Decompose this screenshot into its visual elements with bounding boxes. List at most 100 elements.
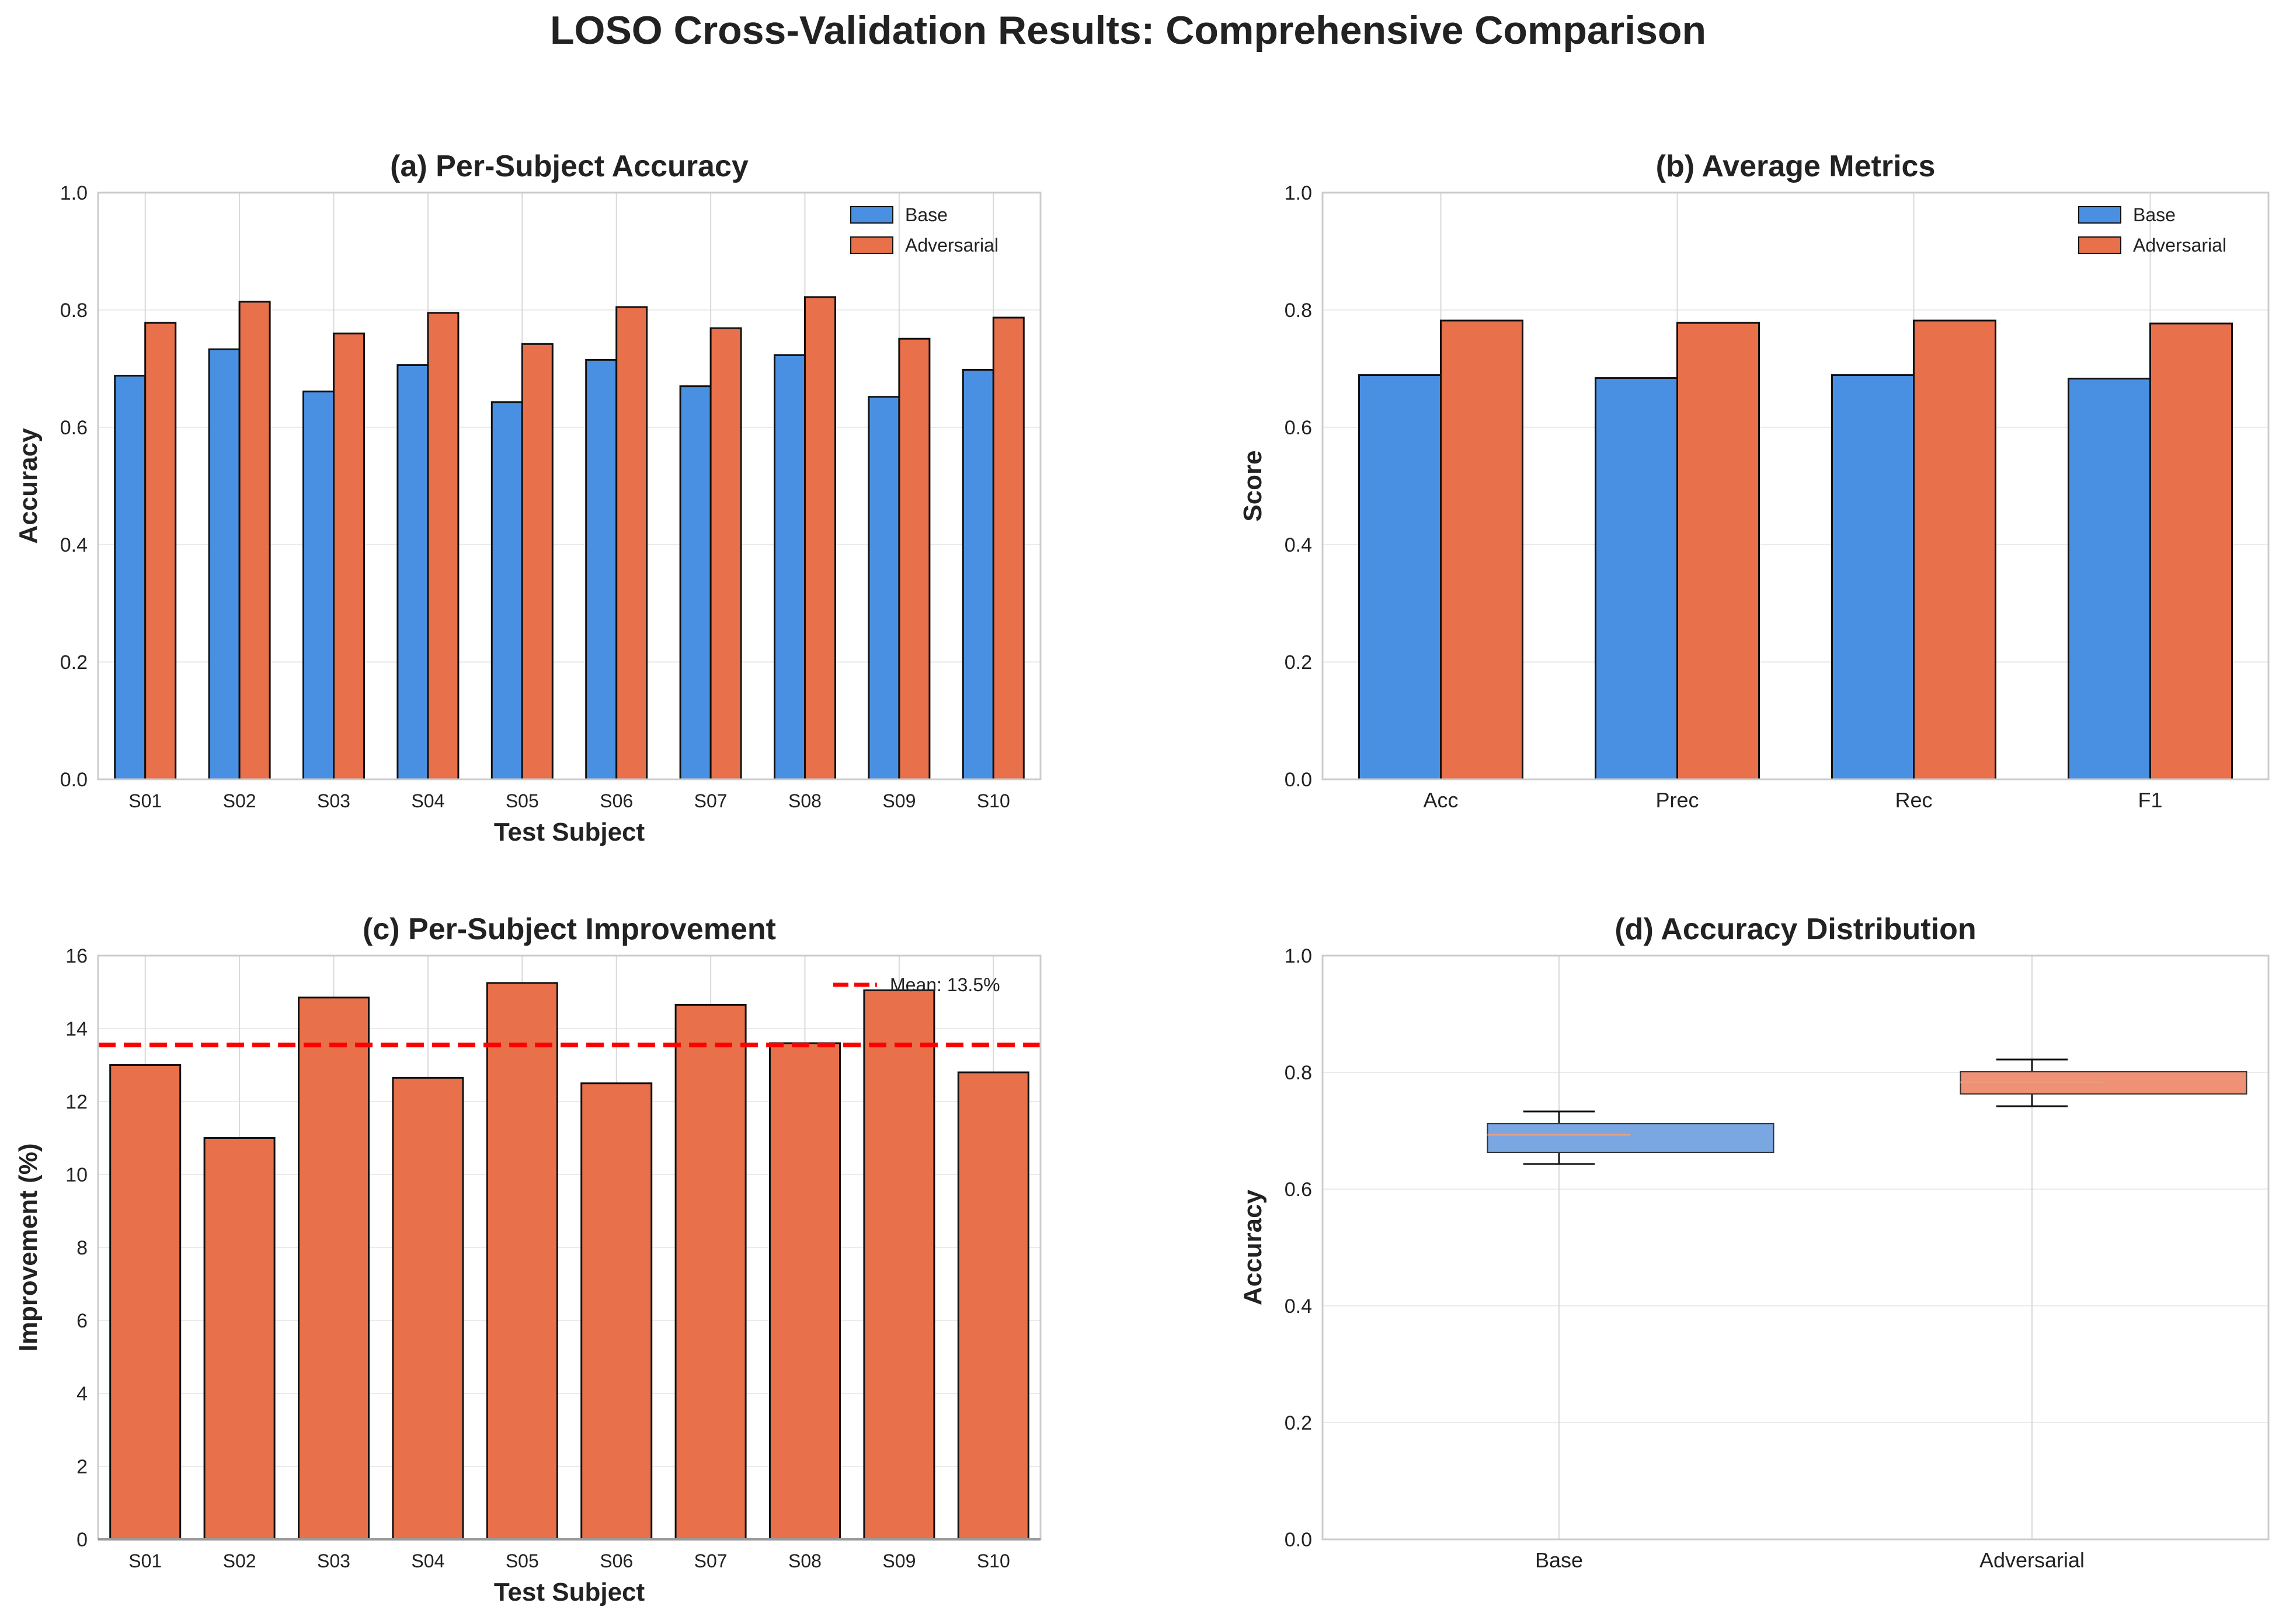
x-tick-label-base: Base — [1535, 1548, 1583, 1572]
bar-adversarial-s09 — [898, 337, 931, 780]
bar-base-s01 — [114, 375, 147, 780]
box-base — [1487, 1123, 1774, 1153]
legend: Mean: 13.5% — [833, 974, 1000, 995]
y-tick-label: 0.8 — [1285, 299, 1312, 322]
bar-adversarial-f1 — [2149, 322, 2233, 780]
chart-panel-a: 0.0 0.2 0.4 0.6 0.8 1.0 S01 S02 S03 S04 S05 S06 S07 S… — [14, 149, 1042, 846]
y-tick-label: 0.2 — [1285, 1412, 1312, 1434]
x-tick-label-s04: S04 — [411, 790, 444, 811]
x-axis-label: Test Subject — [494, 818, 645, 846]
legend-label-base: Base — [905, 204, 948, 225]
bar-base-s07 — [679, 385, 712, 780]
legend: Base Adversarial — [850, 204, 998, 256]
y-tick-label: 0.8 — [1285, 1062, 1312, 1084]
bar-base-rec — [1831, 374, 1915, 780]
x-tick-label-prec: Prec — [1655, 788, 1699, 812]
x-tick-label-s07: S07 — [694, 1550, 728, 1571]
y-tick-label: 0.6 — [60, 417, 88, 439]
bar-improvement-s06 — [580, 1082, 653, 1541]
x-tick-label-s07: S07 — [694, 790, 728, 811]
x-tick-label-s08: S08 — [788, 790, 822, 811]
chart-panel-b: 0.0 0.2 0.4 0.6 0.8 1.0 Acc Prec Rec F1 (b) Averag… — [1238, 149, 2270, 812]
x-tick-label-s06: S06 — [600, 790, 633, 811]
legend-swatch-base — [2078, 206, 2121, 224]
x-tick-label-s03: S03 — [317, 790, 350, 811]
y-tick-label: 12 — [65, 1091, 88, 1113]
y-tick-label: 0.0 — [60, 769, 88, 791]
bar-adversarial-rec — [1913, 319, 1996, 780]
x-tick-label-f1: F1 — [2138, 788, 2162, 812]
x-tick-label-s01: S01 — [128, 1550, 162, 1571]
legend-swatch-adversarial — [2078, 236, 2121, 254]
x-tick-label-s09: S09 — [882, 790, 916, 811]
bar-improvement-s04 — [392, 1076, 464, 1541]
x-tick-label-s10: S10 — [977, 1550, 1010, 1571]
x-tick-label-s05: S05 — [506, 790, 539, 811]
y-tick-label: 1.0 — [1285, 182, 1312, 204]
x-tick-label-s10: S10 — [977, 790, 1010, 811]
bar-improvement-s09 — [863, 989, 935, 1541]
x-tick-label-s09: S09 — [882, 1550, 916, 1571]
bar-base-acc — [1358, 374, 1442, 780]
legend-label-adversarial: Adversarial — [2133, 235, 2226, 256]
y-tick-label: 6 — [76, 1310, 88, 1332]
bar-base-s09 — [868, 396, 900, 780]
x-tick-label-s03: S03 — [317, 1550, 350, 1571]
y-tick-label: 14 — [65, 1018, 88, 1040]
bar-adversarial-s02 — [238, 301, 271, 780]
bar-base-s06 — [585, 358, 618, 780]
chart-panel-d: 0.0 0.2 0.4 0.6 0.8 1.0 Base Adversarial (d) Acc… — [1238, 912, 2270, 1572]
y-tick-label: 1.0 — [1285, 945, 1312, 967]
bar-base-f1 — [2068, 378, 2151, 780]
bar-base-s05 — [490, 401, 523, 780]
x-tick-label-rec: Rec — [1895, 788, 1932, 812]
bar-adversarial-s03 — [333, 332, 365, 780]
x-tick-label-adversarial: Adversarial — [1979, 1548, 2085, 1572]
chart-title: (d) Accuracy Distribution — [1615, 912, 1976, 946]
plot-frame — [1321, 191, 2270, 780]
bar-improvement-s02 — [203, 1137, 276, 1541]
bar-base-s02 — [208, 348, 241, 780]
y-tick-label: 8 — [76, 1237, 88, 1259]
legend-swatch-adversarial — [850, 236, 893, 254]
bar-improvement-s08 — [769, 1042, 841, 1541]
bar-adversarial-s05 — [521, 343, 554, 780]
bar-improvement-s07 — [674, 1003, 747, 1541]
y-axis-label: Accuracy — [1238, 1189, 1267, 1305]
y-axis-label: Score — [1238, 450, 1267, 521]
y-tick-label: 2 — [76, 1456, 88, 1478]
y-tick-label: 0.6 — [1285, 417, 1312, 439]
x-tick-label-s05: S05 — [506, 1550, 539, 1571]
bar-adversarial-acc — [1440, 319, 1523, 780]
bar-base-prec — [1595, 377, 1678, 780]
bar-base-s08 — [774, 354, 806, 780]
bar-adversarial-prec — [1676, 322, 1760, 780]
legend-label-adversarial: Adversarial — [905, 235, 998, 256]
plot-frame — [97, 191, 1042, 780]
legend-label-base: Base — [2133, 204, 2176, 225]
x-tick-label-s06: S06 — [600, 1550, 633, 1571]
y-tick-label: 0.2 — [60, 651, 88, 674]
plot-frame — [1321, 954, 2270, 1541]
y-tick-label: 0.0 — [1285, 1529, 1312, 1551]
bar-improvement-s01 — [109, 1064, 182, 1541]
y-tick-label: 0.2 — [1285, 651, 1312, 674]
bar-adversarial-s06 — [615, 306, 648, 780]
bar-adversarial-s07 — [709, 327, 742, 780]
bar-base-s03 — [302, 391, 335, 780]
x-tick-label-acc: Acc — [1423, 788, 1458, 812]
bar-improvement-s05 — [486, 982, 558, 1541]
y-tick-label: 16 — [65, 945, 88, 967]
chart-title: (c) Per-Subject Improvement — [363, 912, 776, 946]
x-axis-label: Test Subject — [494, 1578, 645, 1606]
y-tick-label: 0.4 — [1285, 534, 1312, 556]
bar-improvement-s10 — [957, 1071, 1029, 1541]
y-axis-label: Accuracy — [14, 428, 43, 544]
bar-adversarial-s01 — [144, 322, 177, 780]
bar-adversarial-s10 — [992, 316, 1025, 780]
y-tick-label: 0.8 — [60, 299, 88, 322]
y-tick-label: 0 — [76, 1529, 88, 1551]
bar-adversarial-s04 — [427, 312, 460, 780]
legend-swatch-base — [850, 206, 893, 224]
legend-label-mean: Mean: 13.5% — [890, 974, 1000, 995]
